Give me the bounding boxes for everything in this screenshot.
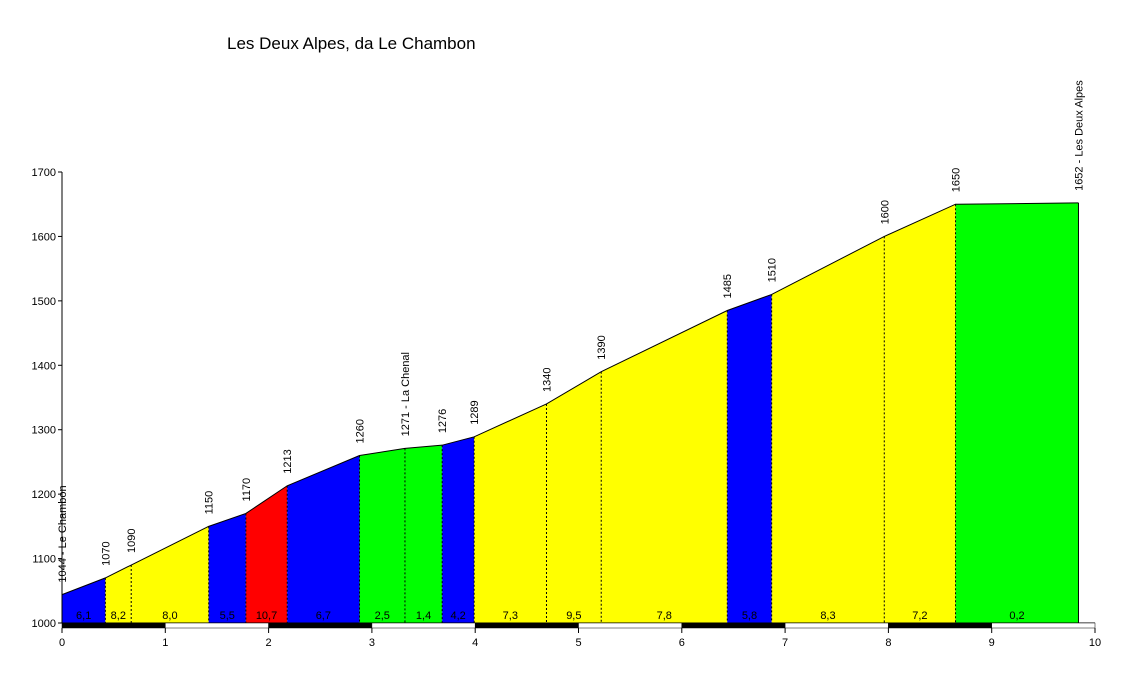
gradient-label: 4,2 [451,610,466,622]
gradient-label: 9,5 [566,610,581,622]
x-tick-label: 2 [266,637,272,649]
gradient-label: 7,8 [657,610,672,622]
gradient-segment [404,445,443,623]
elevation-label: 1213 [282,449,294,473]
gradient-segment [727,294,772,623]
km-bar-segment [371,622,476,629]
profile-line [61,202,1079,596]
y-tick-label: 1200 [32,489,56,501]
gradient-segment [131,526,209,623]
gradient-segment [601,310,728,623]
elevation-label: 1650 [951,168,963,192]
elevation-label: 1070 [100,541,112,565]
gradient-segment [359,448,405,623]
gradient-segment [62,577,106,623]
elevation-label: 1150 [204,491,216,515]
km-bar-segment [61,622,166,629]
gradient-label: 10,7 [256,610,277,622]
elevation-label: 1090 [126,529,138,553]
x-tick-label: 7 [782,637,788,649]
elevation-label: 1276 [437,409,449,433]
gradient-label: 6,1 [76,610,91,622]
chart-title: Les Deux Alpes, da Le Chambon [227,34,476,53]
elevation-label: 1260 [355,419,367,443]
gradient-segment [287,455,360,623]
gradient-segment [245,485,288,623]
gradient-segment [771,236,885,623]
km-bar-segment [268,622,373,629]
km-bar-segment [681,622,786,629]
km-bar-segment [784,622,889,629]
y-tick-label: 1400 [32,360,56,372]
gradient-label: 8,3 [820,610,835,622]
km-bar-segment [165,622,269,629]
km-bar-segment [474,622,579,629]
gradient-label: 8,0 [162,610,177,622]
x-tick-label: 3 [369,637,375,649]
elevation-label: 1044 - Le Chambon [57,485,69,582]
gradient-label: 5,5 [220,610,235,622]
elevation-label: 1652 - Les Deux Alpes [1073,80,1085,191]
gradient-segment [208,513,246,623]
km-bar-segment [888,622,992,629]
axes: 1000 1100 1200 1300 1400 1500 1600 1700 0 1 2 3 4 5 6 7… [32,167,1102,649]
gradient-segment [955,202,1079,623]
elevation-label: 1390 [596,335,608,359]
x-tick-label: 6 [679,637,685,649]
elevation-label: 1289 [469,400,481,424]
gradient-label: 2,5 [375,610,390,622]
gradient-label: 6,7 [316,610,331,622]
gradient-segment [474,403,547,623]
y-tick-label: 1000 [32,618,56,630]
y-tick-label: 1600 [32,231,56,243]
gradient-areas [62,202,1079,623]
segment-dividers [104,202,1079,623]
gradient-label: 0,2 [1009,610,1024,622]
elevation-label: 1600 [879,200,891,224]
labels: 1044 - Le Chambon 1070 1090 1150 1170 1213 126… [57,80,1085,622]
x-tick-label: 1 [162,637,168,649]
x-tick-label: 5 [575,637,581,649]
elevation-label: 1485 [722,274,734,298]
x-tick-label: 0 [59,637,65,649]
gradient-segment [884,204,956,623]
x-tick-label: 8 [885,637,891,649]
gradient-label: 7,3 [503,610,518,622]
elevation-label: 1271 - La Chenal [400,352,412,436]
gradient-segment [442,436,475,623]
km-bar-segment [991,622,1096,629]
elevation-label: 1340 [541,367,553,391]
gradient-segment [105,565,132,623]
gradient-label: 1,4 [416,610,431,622]
y-tick-label: 1700 [32,167,56,179]
gradient-label: 5,8 [742,610,757,622]
gradient-segment [546,371,602,623]
y-tick-label: 1300 [32,425,56,437]
y-tick-label: 1500 [32,296,56,308]
gradient-label: 8,2 [111,610,126,622]
x-tick-label: 10 [1089,637,1101,649]
elevation-label: 1510 [767,258,779,282]
x-tick-label: 4 [472,637,478,649]
x-tick-label: 9 [989,637,995,649]
y-tick-label: 1100 [32,554,56,566]
elevation-label: 1170 [241,478,253,502]
gradient-label: 7,2 [912,610,927,622]
km-bar-segment [578,622,683,629]
